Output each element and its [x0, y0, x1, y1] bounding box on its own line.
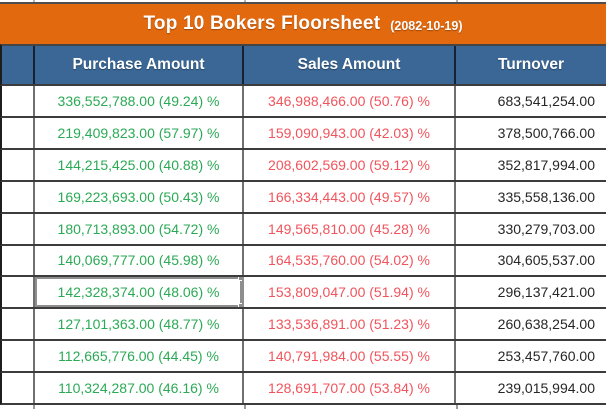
gridline-remnant-bottom	[0, 405, 606, 409]
gridline-tick	[244, 405, 246, 409]
title-date: (2082-10-19)	[390, 19, 463, 33]
table-row: 219,409,823.00 (57.97) % 159,090,943.00 …	[0, 117, 606, 150]
turnover-cell[interactable]: 304,605,537.00	[497, 252, 595, 269]
sales-amount-cell[interactable]: 128,691,707.00 (53.84) %	[244, 373, 456, 404]
purchase-amount-cell[interactable]: 112,665,776.00 (44.45) %	[35, 341, 244, 372]
row-index-cell[interactable]	[2, 277, 35, 308]
sales-amount-cell[interactable]: 149,565,810.00 (45.28) %	[244, 213, 456, 244]
gridline-tick	[244, 0, 246, 2]
row-index-cell[interactable]	[2, 86, 35, 116]
sales-amount-cell[interactable]: 153,809,047.00 (51.94) %	[244, 277, 456, 308]
purchase-amount-cell[interactable]: 140,069,777.00 (45.98) %	[35, 245, 244, 276]
gridline-tick	[456, 405, 458, 409]
turnover-cell[interactable]: 352,817,994.00	[497, 156, 595, 173]
turnover-cell[interactable]: 683,541,254.00	[497, 92, 595, 109]
row-index-cell[interactable]	[2, 245, 35, 276]
table-row: 180,713,893.00 (54.72) % 149,565,810.00 …	[0, 213, 606, 246]
header-cell-turnover[interactable]: Turnover	[497, 56, 565, 73]
table-row: 110,324,287.00 (46.16) % 128,691,707.00 …	[0, 373, 606, 406]
sales-amount-cell[interactable]: 346,988,466.00 (50.76) %	[244, 86, 456, 116]
purchase-amount-cell[interactable]: 336,552,788.00 (49.24) %	[35, 86, 244, 116]
gridline-remnant-top	[0, 0, 606, 2]
table-row: 142,328,374.00 (48.06) % 153,809,047.00 …	[0, 277, 606, 310]
table-row: 140,069,777.00 (45.98) % 164,535,760.00 …	[0, 245, 606, 278]
sales-amount-cell[interactable]: 164,535,760.00 (54.02) %	[244, 245, 456, 276]
sales-amount-cell[interactable]: 133,536,891.00 (51.23) %	[244, 309, 456, 340]
sales-amount-cell[interactable]: 208,602,569.00 (59.12) %	[244, 149, 456, 180]
row-index-cell[interactable]	[2, 373, 35, 404]
row-index-cell[interactable]	[2, 309, 35, 340]
purchase-amount-cell[interactable]: 127,101,363.00 (48.77) %	[35, 309, 244, 340]
turnover-cell[interactable]: 335,558,136.00	[497, 188, 595, 205]
purchase-amount-cell[interactable]: 144,215,425.00 (40.88) %	[35, 149, 244, 180]
header-cell-blank[interactable]	[2, 46, 35, 84]
table-header-row: Purchase Amount Sales Amount Turnover	[0, 44, 606, 86]
row-index-cell[interactable]	[2, 213, 35, 244]
table-body: 336,552,788.00 (49.24) % 346,988,466.00 …	[0, 86, 606, 406]
turnover-cell[interactable]: 239,015,994.00	[497, 380, 595, 397]
purchase-amount-cell[interactable]: 180,713,893.00 (54.72) %	[35, 213, 244, 244]
purchase-amount-cell-selected[interactable]: 142,328,374.00 (48.06) %	[35, 277, 244, 308]
gridline-tick	[456, 0, 458, 2]
turnover-cell[interactable]: 330,279,703.00	[497, 220, 595, 237]
table-row: 336,552,788.00 (49.24) % 346,988,466.00 …	[0, 86, 606, 118]
title-bar: Top 10 Bokers Floorsheet (2082-10-19)	[0, 2, 606, 44]
turnover-cell[interactable]: 253,457,760.00	[497, 348, 595, 365]
sales-amount-cell[interactable]: 159,090,943.00 (42.03) %	[244, 117, 456, 148]
purchase-amount-cell[interactable]: 110,324,287.00 (46.16) %	[35, 373, 244, 404]
table-row: 144,215,425.00 (40.88) % 208,602,569.00 …	[0, 149, 606, 182]
turnover-cell[interactable]: 378,500,766.00	[497, 124, 595, 141]
row-index-cell[interactable]	[2, 117, 35, 148]
table-row: 127,101,363.00 (48.77) % 133,536,891.00 …	[0, 309, 606, 342]
header-cell-purchase-amount[interactable]: Purchase Amount	[35, 46, 244, 84]
turnover-cell[interactable]: 296,137,421.00	[497, 284, 595, 301]
gridline-tick	[33, 405, 35, 409]
row-index-cell[interactable]	[2, 341, 35, 372]
row-index-cell[interactable]	[2, 149, 35, 180]
header-cell-sales-amount[interactable]: Sales Amount	[244, 46, 456, 84]
purchase-amount-cell[interactable]: 219,409,823.00 (57.97) %	[35, 117, 244, 148]
table-row: 169,223,693.00 (50.43) % 166,334,443.00 …	[0, 181, 606, 214]
table-row: 112,665,776.00 (44.45) % 140,791,984.00 …	[0, 341, 606, 374]
sales-amount-cell[interactable]: 166,334,443.00 (49.57) %	[244, 181, 456, 212]
turnover-cell[interactable]: 260,638,254.00	[497, 316, 595, 333]
page-title: Top 10 Bokers Floorsheet	[143, 13, 381, 34]
sales-amount-cell[interactable]: 140,791,984.00 (55.55) %	[244, 341, 456, 372]
purchase-amount-cell[interactable]: 169,223,693.00 (50.43) %	[35, 181, 244, 212]
row-index-cell[interactable]	[2, 181, 35, 212]
gridline-tick	[33, 0, 35, 2]
